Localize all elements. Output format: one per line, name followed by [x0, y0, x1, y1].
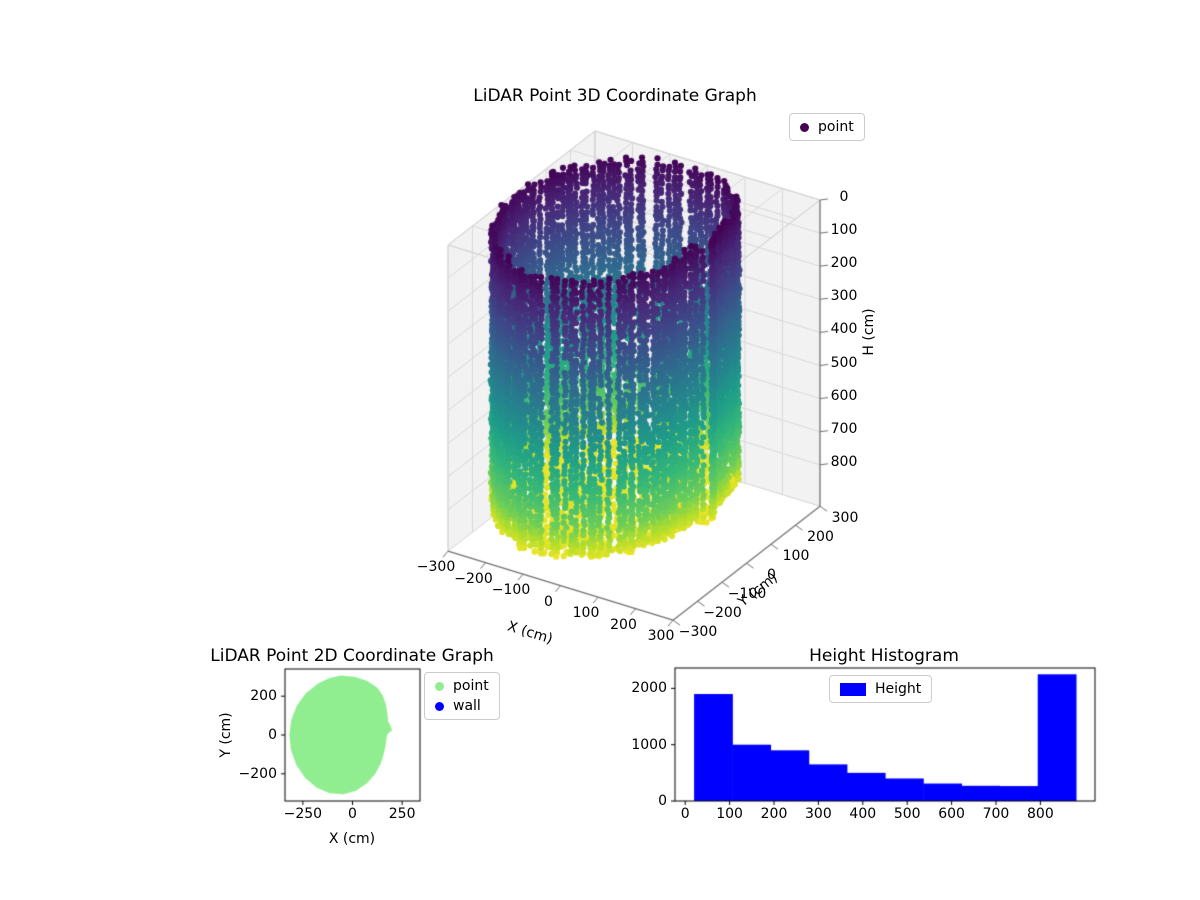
plot2d-y-tick-label: 200 [250, 688, 277, 705]
plot3d-z-tick-label: 800 [830, 453, 858, 470]
hist-y-tick-label: 1000 [631, 736, 667, 753]
plot3d-x-tick-label: 0 [544, 593, 553, 610]
legend-entry-wall: wall [435, 698, 489, 714]
plot2d-title: LiDAR Point 2D Coordinate Graph [210, 646, 494, 666]
hist-x-tick-label: 700 [982, 806, 1010, 822]
plot2d-yaxis-label: Y (cm) [218, 712, 234, 758]
hist-y-tick-label: 0 [658, 793, 667, 809]
histogram-legend: Height [829, 675, 933, 703]
plot3d-y-tick-label: 0 [767, 567, 776, 584]
plot3d-z-tick-label: 200 [830, 255, 858, 272]
hist-x-tick-label: 600 [938, 806, 965, 822]
plot3d-y-tick-label: 100 [782, 548, 810, 565]
legend-label: point [453, 678, 489, 694]
legend-entry-point: point [435, 678, 489, 694]
plot3d-x-tick-label: −100 [491, 582, 531, 599]
plot3d-z-tick-label: 600 [830, 387, 858, 404]
plot3d-z-tick-label: 400 [830, 321, 858, 338]
hist-x-tick-label: 0 [680, 806, 690, 822]
plot3d-y-tick-label: −100 [727, 586, 767, 603]
plot3d-y-tick-label: 300 [831, 510, 859, 527]
wall-marker-icon [435, 701, 444, 711]
plot3d-x-tick-label: −200 [454, 570, 493, 587]
plot3d-y-tick-label: −200 [703, 605, 742, 622]
legend-label: Height [875, 681, 922, 697]
plot3d-x-tick-label: −300 [416, 559, 456, 576]
legend-label: wall [453, 698, 481, 714]
point-marker-icon [435, 681, 444, 691]
plot3d-legend: point [789, 113, 865, 141]
legend-entry-point: point [800, 119, 854, 135]
plot3d-x-tick-label: 300 [647, 628, 675, 645]
plot3d-x-tick-label: 100 [572, 605, 600, 622]
hist-x-tick-label: 100 [716, 806, 743, 822]
plot3d-zaxis-label: H (cm) [861, 308, 877, 356]
plot3d-z-tick-label: 700 [830, 420, 858, 437]
legend-label: point [818, 119, 854, 135]
plot3d-z-tick-label: 300 [830, 288, 858, 305]
plot2d-y-tick-label: −200 [238, 765, 277, 782]
plot3d-z-tick-label: 0 [839, 189, 849, 205]
plot2d-xaxis-label: X (cm) [328, 831, 376, 847]
plot3d-y-tick-label: 200 [807, 529, 834, 546]
hist-x-tick-label: 200 [760, 806, 788, 822]
plot3d-z-tick-label: 100 [830, 222, 858, 239]
plot3d-z-tick-label: 500 [830, 354, 858, 371]
hist-x-tick-label: 500 [893, 806, 921, 822]
legend-entry-height: Height [840, 681, 921, 697]
hist-x-tick-label: 400 [849, 806, 877, 822]
plot2d-x-tick-label: −250 [283, 806, 323, 822]
plot2d-legend: point wall [424, 672, 500, 720]
plot2d-x-tick-label: 250 [388, 806, 416, 822]
height-patch-icon [840, 682, 866, 696]
plot3d-y-tick-label: −300 [678, 624, 718, 641]
point-marker-icon [800, 122, 809, 132]
histogram-title: Height Histogram [809, 646, 959, 666]
plot2d-x-tick-label: 0 [348, 806, 357, 822]
hist-x-tick-label: 300 [805, 806, 832, 822]
plot3d-title: LiDAR Point 3D Coordinate Graph [473, 86, 757, 106]
hist-y-tick-label: 2000 [631, 680, 667, 697]
plot3d-x-tick-label: 200 [610, 616, 637, 633]
hist-x-tick-label: 800 [1027, 806, 1054, 822]
plot2d-y-tick-label: 0 [268, 727, 277, 743]
